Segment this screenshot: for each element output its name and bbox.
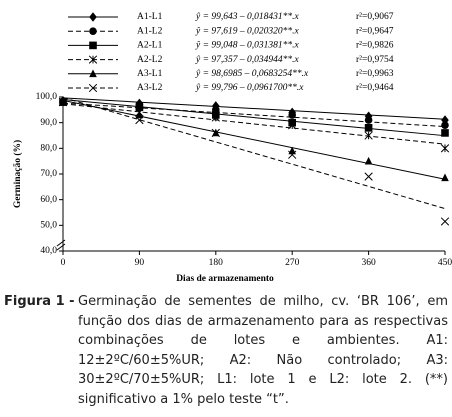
regression-line: [62, 97, 446, 210]
data-point: [364, 116, 373, 124]
axis-break: [56, 239, 66, 251]
legend-marker: [89, 12, 97, 22]
data-point: [441, 121, 449, 130]
data-point: [288, 121, 297, 130]
data-point: [440, 144, 450, 153]
legend-label: A3-L1: [137, 69, 163, 79]
legend-r2: r²=0,9647: [356, 26, 394, 36]
y-tick-label: 70,0: [40, 169, 57, 179]
legend-equation: ŷ = 99,643 – 0,018431**.x: [195, 12, 300, 22]
legend-equation: ŷ = 97,357 – 0,034944**.x: [195, 55, 300, 65]
caption: Figura 1 - Germinação de sementes de mil…: [0, 292, 452, 409]
data-point: [135, 115, 144, 125]
x-axis-label: Dias de armazenamento: [176, 274, 274, 284]
y-tick-label: 40,0: [40, 246, 57, 256]
data-point: [364, 124, 373, 132]
data-point: [211, 128, 220, 138]
legend-equation: ŷ = 99,048 – 0,031381**.x: [195, 41, 300, 51]
legend-marker: [89, 27, 97, 35]
y-axis-label: Germinação (%): [12, 140, 23, 208]
legend-label: A1-L2: [137, 26, 163, 36]
y-tick-label: 100,0: [36, 92, 58, 102]
chart: Dias de armazenamento Germinação (%) 40,…: [12, 12, 452, 284]
legend-r2: r²=0,9826: [356, 41, 394, 51]
data-point: [364, 156, 373, 165]
legend-marker: [89, 69, 97, 78]
regression-line: [62, 97, 446, 120]
x-tick-label: 270: [285, 258, 300, 268]
x-tick-label: 360: [361, 258, 376, 268]
x-tick-label: 90: [135, 258, 145, 268]
caption-text: Germinação de sementes de milho, cv. ‘BR…: [78, 294, 448, 407]
data-point: [441, 173, 449, 182]
regression-line: [62, 103, 446, 145]
legend-label: A3-L2: [137, 83, 163, 93]
legend-marker: [88, 55, 98, 64]
legend-r2: r²=0,9067: [356, 12, 394, 22]
x-tick-label: 450: [438, 258, 452, 268]
legend-equation: ŷ = 98,6985 – 0,0683254**.x: [195, 69, 309, 79]
legend-equation: ŷ = 99,796 – 0,0961700**.x: [195, 83, 304, 93]
y-tick-label: 50,0: [40, 221, 57, 231]
legend-r2: r²=0,9464: [356, 83, 394, 93]
data-point: [212, 101, 220, 111]
data-point: [58, 97, 68, 107]
data-point: [288, 111, 297, 119]
data-point: [364, 131, 373, 140]
regression-line: [62, 99, 446, 180]
x-tick-label: 180: [209, 258, 224, 268]
legend-label: A1-L1: [137, 12, 163, 22]
y-tick-label: 60,0: [40, 195, 57, 205]
legend-marker: [88, 83, 98, 93]
data-point: [440, 217, 450, 226]
data-point: [135, 103, 144, 112]
y-tick-label: 90,0: [40, 118, 57, 128]
regression-line: [62, 102, 446, 128]
regression-line: [62, 98, 446, 137]
data-point: [364, 172, 373, 181]
legend-marker: [89, 41, 97, 50]
data-point: [288, 150, 297, 159]
legend-r2: r²=0,9754: [356, 55, 394, 65]
data-point: [135, 110, 144, 119]
legend-label: A2-L2: [137, 55, 163, 65]
y-tick-label: 80,0: [40, 144, 57, 154]
x-tick-label: 0: [61, 258, 66, 268]
legend-label: A2-L1: [137, 41, 163, 51]
legend-equation: ŷ = 97,619 – 0,020320**.x: [195, 26, 300, 36]
data-point: [441, 129, 449, 137]
caption-label: Figura 1 -: [4, 294, 75, 309]
legend-r2: r²=0,9963: [356, 69, 394, 79]
data-point: [211, 113, 220, 122]
